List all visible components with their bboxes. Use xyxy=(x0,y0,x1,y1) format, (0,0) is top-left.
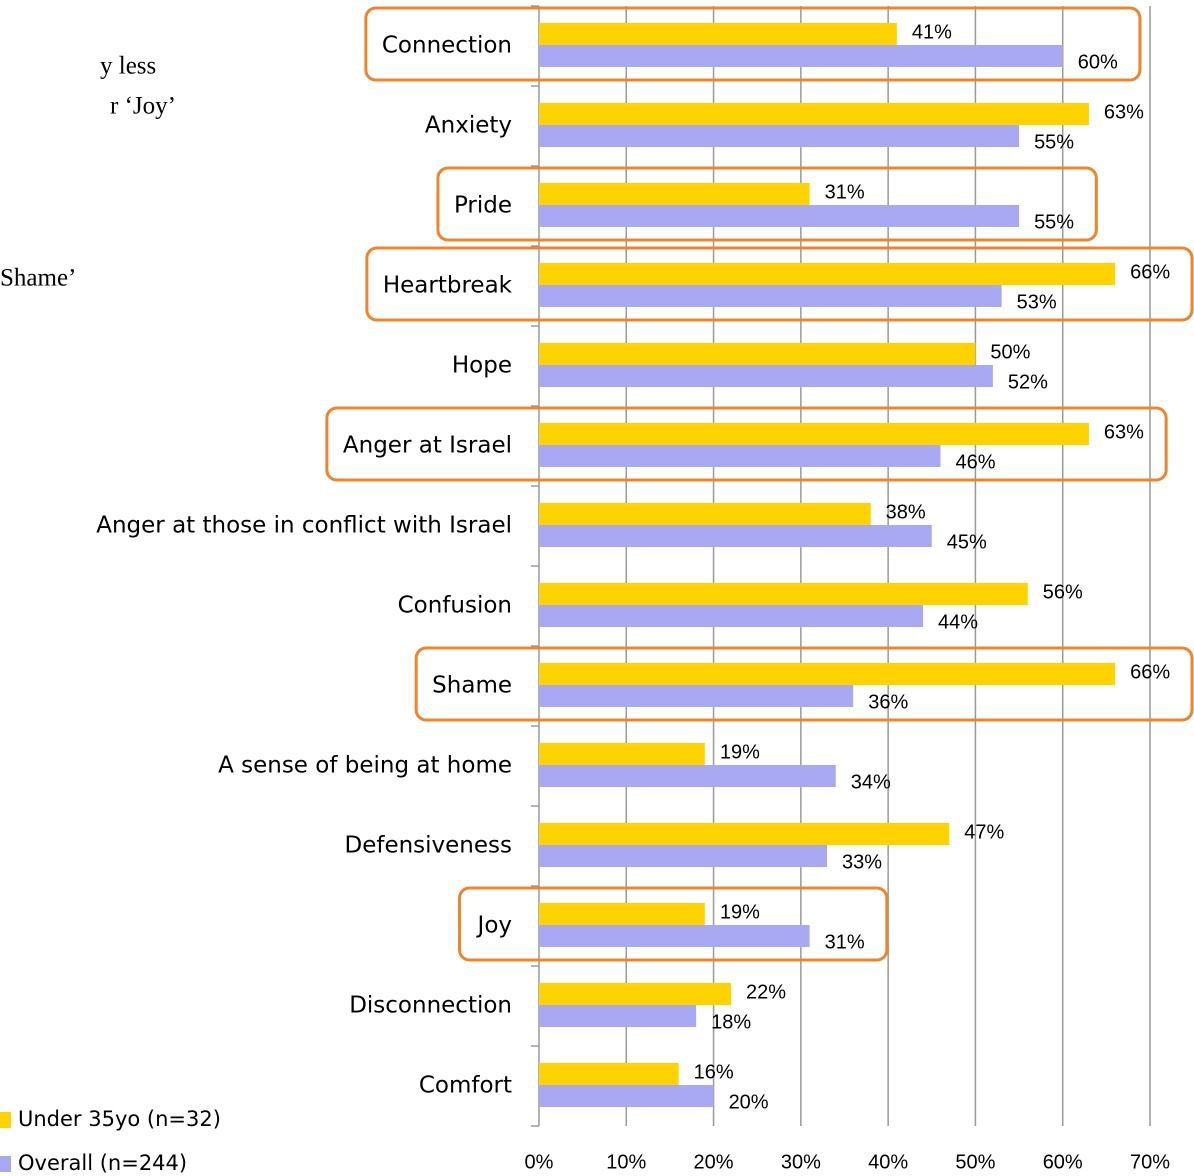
bar xyxy=(539,583,1028,605)
value-label: 60% xyxy=(1078,51,1118,73)
category-label: Comfort xyxy=(419,1073,512,1099)
bar xyxy=(539,1085,714,1107)
value-label: 55% xyxy=(1034,211,1074,233)
value-label: 16% xyxy=(694,1061,734,1083)
side-text: r ‘Joy’ xyxy=(110,93,176,120)
value-label: 56% xyxy=(1043,581,1083,603)
x-tick-label: 10% xyxy=(606,1151,646,1173)
value-label: 44% xyxy=(938,611,978,633)
value-label: 47% xyxy=(964,821,1004,843)
bar xyxy=(539,503,871,525)
side-text: y less xyxy=(100,53,156,80)
value-label: 63% xyxy=(1104,421,1144,443)
x-tick-label: 50% xyxy=(955,1151,995,1173)
highlight-box xyxy=(436,166,1098,242)
bar xyxy=(539,205,1020,227)
bar xyxy=(539,103,1089,125)
bar xyxy=(539,925,810,947)
value-label: 33% xyxy=(842,851,882,873)
value-label: 19% xyxy=(720,741,760,763)
value-label: 20% xyxy=(729,1091,769,1113)
value-label: 45% xyxy=(947,531,987,553)
bar xyxy=(539,845,828,867)
highlight-box xyxy=(325,406,1168,482)
legend-label: Under 35yo (n=32) xyxy=(18,1107,221,1131)
side-text: Shame’ xyxy=(0,265,76,292)
value-label: 50% xyxy=(990,341,1030,363)
category-label: Connection xyxy=(382,33,512,59)
bar xyxy=(539,365,993,387)
value-label: 63% xyxy=(1104,101,1144,123)
legend-swatch xyxy=(0,1112,11,1128)
highlight-box xyxy=(364,6,1142,82)
bar xyxy=(539,1005,697,1027)
value-label: 34% xyxy=(851,771,891,793)
bar xyxy=(539,423,1089,445)
bar xyxy=(539,823,950,845)
category-label: Defensiveness xyxy=(344,833,512,859)
value-label: 66% xyxy=(1130,661,1170,683)
value-label: 36% xyxy=(868,691,908,713)
category-label: Anxiety xyxy=(425,113,512,139)
value-label: 38% xyxy=(886,501,926,523)
bar xyxy=(539,1063,679,1085)
value-label: 18% xyxy=(711,1011,751,1033)
category-label: Anger at Israel xyxy=(343,433,512,459)
value-label: 66% xyxy=(1130,261,1170,283)
category-label: Heartbreak xyxy=(383,273,513,299)
highlight-box xyxy=(365,246,1194,322)
legend-label: Overall (n=244) xyxy=(18,1151,187,1175)
bar xyxy=(539,743,705,765)
category-label: A sense of being at home xyxy=(218,753,512,779)
x-tick-label: 0% xyxy=(525,1151,554,1173)
bar xyxy=(539,685,854,707)
value-label: 52% xyxy=(1008,371,1048,393)
bar xyxy=(539,125,1020,147)
highlight-box xyxy=(414,646,1194,722)
bar xyxy=(539,263,1116,285)
bar xyxy=(539,23,897,45)
value-label: 19% xyxy=(720,901,760,923)
x-tick-label: 70% xyxy=(1130,1151,1170,1173)
value-label: 31% xyxy=(825,181,865,203)
category-label: Confusion xyxy=(398,593,512,619)
value-label: 53% xyxy=(1017,291,1057,313)
category-label: Shame xyxy=(432,673,512,699)
x-tick-label: 40% xyxy=(868,1151,908,1173)
category-label: Joy xyxy=(476,913,512,939)
bar xyxy=(539,903,705,925)
category-label: Hope xyxy=(452,353,512,379)
x-tick-label: 30% xyxy=(781,1151,821,1173)
bar xyxy=(539,445,941,467)
x-tick-label: 60% xyxy=(1043,1151,1083,1173)
category-label: Pride xyxy=(454,193,512,219)
bar xyxy=(539,343,976,365)
legend-swatch xyxy=(0,1156,11,1172)
bar xyxy=(539,983,732,1005)
bar xyxy=(539,605,924,627)
bar xyxy=(539,765,836,787)
bar xyxy=(539,663,1116,685)
x-tick-label: 20% xyxy=(694,1151,734,1173)
bar xyxy=(539,45,1063,67)
highlight-box xyxy=(458,886,889,962)
bar xyxy=(539,183,810,205)
bar xyxy=(539,285,1002,307)
category-label: Disconnection xyxy=(349,993,512,1019)
value-label: 46% xyxy=(956,451,996,473)
bar xyxy=(539,525,932,547)
value-label: 55% xyxy=(1034,131,1074,153)
category-label: Anger at those in conflict with Israel xyxy=(96,513,512,539)
value-label: 31% xyxy=(825,931,865,953)
value-label: 22% xyxy=(746,981,786,1003)
value-label: 41% xyxy=(912,21,952,43)
